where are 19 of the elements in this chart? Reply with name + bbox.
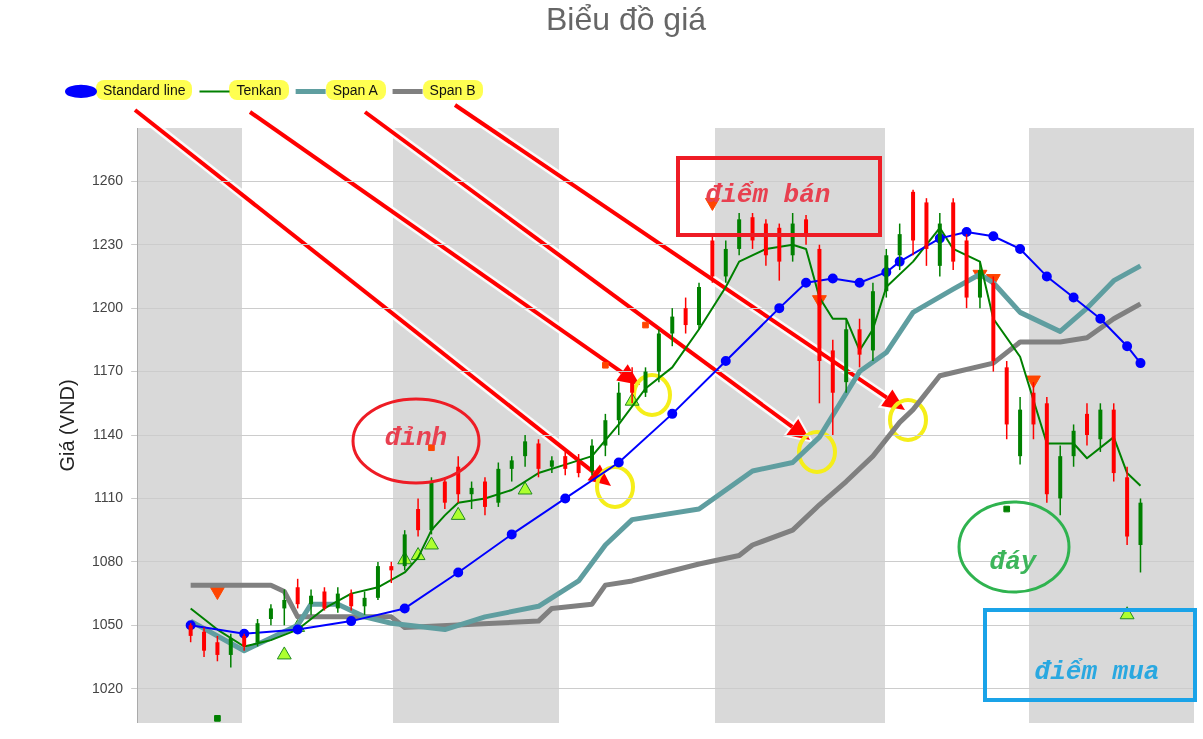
y-tick-label: 1020 (91, 679, 124, 696)
y-axis-title: Giá (VND) (55, 379, 78, 472)
legend-label: Span B (429, 82, 476, 99)
chart-title: Biểu đồ giá (545, 1, 707, 38)
legend-label: Span A (332, 82, 379, 99)
y-tick-label: 1260 (91, 172, 124, 189)
annotation: điểm bán (705, 180, 831, 210)
y-tick-label: 1050 (91, 616, 124, 633)
y-tick-label: 1080 (91, 552, 124, 569)
y-tick-label: 1110 (94, 489, 124, 506)
legend-label: Standard line (103, 82, 186, 99)
annotation: đáy (989, 547, 1037, 577)
y-tick-label: 1200 (91, 299, 124, 315)
legend-label: Tenkan (236, 82, 282, 99)
annotation: điểm mua (1034, 657, 1160, 687)
annotation: đỉnh (384, 423, 448, 453)
y-tick-label: 1170 (93, 362, 124, 379)
y-tick-label: 1230 (91, 235, 124, 252)
y-tick-label: 1140 (93, 425, 124, 442)
